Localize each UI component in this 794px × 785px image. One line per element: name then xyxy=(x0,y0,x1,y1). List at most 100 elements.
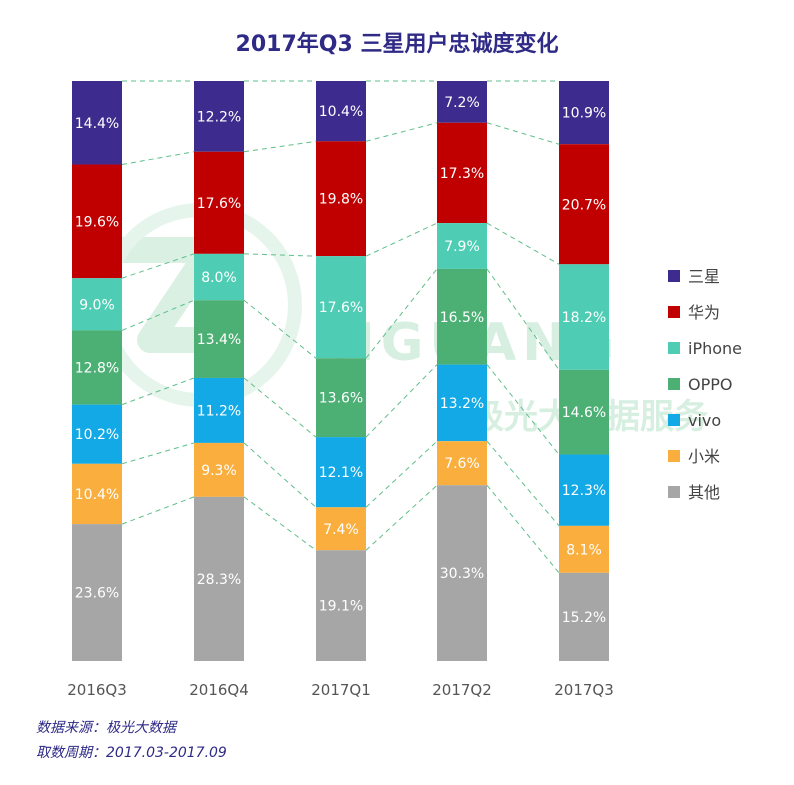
bar-segment xyxy=(316,256,366,359)
connector-line xyxy=(243,377,317,438)
data-label: 17.3% xyxy=(440,166,484,182)
data-label: 10.4% xyxy=(75,487,119,503)
bar-segment xyxy=(194,442,244,497)
bar-segment xyxy=(559,144,609,265)
legend-label: 小米 xyxy=(688,447,720,466)
data-label: 19.1% xyxy=(319,599,363,615)
connector-lines xyxy=(121,80,560,574)
bar-segment xyxy=(437,122,487,224)
bar-segment xyxy=(72,404,122,464)
bar-segment xyxy=(437,485,487,661)
connector-line xyxy=(243,299,317,359)
bar-segment xyxy=(194,300,244,378)
bar-segment xyxy=(194,496,244,661)
legend-label: 其他 xyxy=(688,483,720,502)
bar-segment xyxy=(316,437,366,508)
legend-swatch xyxy=(668,486,680,498)
data-label: 23.6% xyxy=(75,586,119,602)
legend-swatch xyxy=(668,414,680,426)
legend-label: OPPO xyxy=(688,375,732,394)
data-label: 11.2% xyxy=(197,403,241,419)
connector-line xyxy=(365,440,438,508)
data-label: 12.3% xyxy=(562,483,606,499)
bar-segment xyxy=(194,151,244,254)
bar-segment xyxy=(559,369,609,455)
legend-label: vivo xyxy=(688,411,721,430)
bar-segment xyxy=(559,81,609,145)
connector-line xyxy=(121,496,195,525)
data-label: 12.2% xyxy=(197,109,241,125)
bar-segment xyxy=(316,358,366,438)
chart-title: 2017年Q3 三星用户忠诚度变化 xyxy=(235,32,559,57)
bar-segment xyxy=(72,278,122,331)
data-label: 28.3% xyxy=(197,572,241,588)
data-source-note: 数据来源：极光大数据 xyxy=(36,720,176,736)
connector-line xyxy=(121,377,195,406)
data-label: 10.2% xyxy=(75,427,119,443)
data-label: 17.6% xyxy=(197,196,241,212)
connector-line xyxy=(243,442,317,508)
connector-line xyxy=(365,268,438,359)
bar-segment xyxy=(194,253,244,301)
data-label: 14.6% xyxy=(562,405,606,421)
x-tick-label: 2017Q1 xyxy=(311,681,371,699)
data-label: 9.0% xyxy=(79,297,115,313)
bar-segment xyxy=(316,141,366,257)
legend-swatch xyxy=(668,270,680,282)
data-label: 10.4% xyxy=(319,104,363,120)
data-label: 7.4% xyxy=(323,522,359,538)
stacked-bar-chart: JIGUANG 极光大数据服务 14.4%19.6%9.0%12.8%10.2%… xyxy=(67,80,742,699)
bar-segment xyxy=(72,81,122,165)
data-label: 30.3% xyxy=(440,566,484,582)
data-label: 18.2% xyxy=(562,310,606,326)
bar-segment xyxy=(559,454,609,526)
connector-line xyxy=(121,442,195,465)
connector-line xyxy=(486,484,560,574)
x-tick-label: 2017Q2 xyxy=(432,681,492,699)
data-label: 19.6% xyxy=(75,214,119,230)
data-label: 7.2% xyxy=(444,95,480,111)
data-label: 10.9% xyxy=(562,106,606,122)
data-label: 15.2% xyxy=(562,610,606,626)
connector-line xyxy=(243,253,317,257)
connector-line xyxy=(121,253,195,279)
data-label: 8.0% xyxy=(201,270,237,286)
bar-segment xyxy=(437,223,487,269)
data-label: 8.1% xyxy=(566,542,602,558)
bar-segment xyxy=(437,81,487,123)
data-label: 12.1% xyxy=(319,465,363,481)
bar-segment xyxy=(194,377,244,443)
connector-line xyxy=(486,122,560,145)
bar-segment xyxy=(72,524,122,661)
data-label: 13.2% xyxy=(440,396,484,412)
bar-segment xyxy=(437,268,487,365)
connector-line xyxy=(486,268,560,371)
x-tick-label: 2017Q3 xyxy=(554,681,614,699)
data-label: 17.6% xyxy=(319,300,363,316)
connector-line xyxy=(486,364,560,455)
data-label: 13.4% xyxy=(197,332,241,348)
data-label: 12.8% xyxy=(75,361,119,377)
data-label: 7.9% xyxy=(444,239,480,255)
bar-segment xyxy=(559,572,609,661)
connector-line xyxy=(365,364,438,438)
legend-label: iPhone xyxy=(688,339,742,358)
data-label: 7.6% xyxy=(444,456,480,472)
bars-group: 14.4% 19.6% 9.0% 12.8% 10.2% 10.4% 23.6% 12.2% 1… xyxy=(72,81,609,661)
legend-swatch xyxy=(668,306,680,318)
data-label: 19.8% xyxy=(319,192,363,208)
data-label: 13.6% xyxy=(319,391,363,407)
bar-segment xyxy=(437,364,487,442)
legend-label: 三星 xyxy=(688,267,720,286)
data-label: 14.4% xyxy=(75,116,119,132)
legend-swatch xyxy=(668,450,680,462)
data-label: 9.3% xyxy=(201,463,237,479)
bar-segment xyxy=(72,164,122,279)
connector-line xyxy=(243,140,317,153)
bar-segment xyxy=(72,330,122,405)
bar-segment xyxy=(72,463,122,525)
x-tick-label: 2016Q4 xyxy=(189,681,249,699)
bar-segment xyxy=(194,81,244,152)
legend-swatch xyxy=(668,378,680,390)
